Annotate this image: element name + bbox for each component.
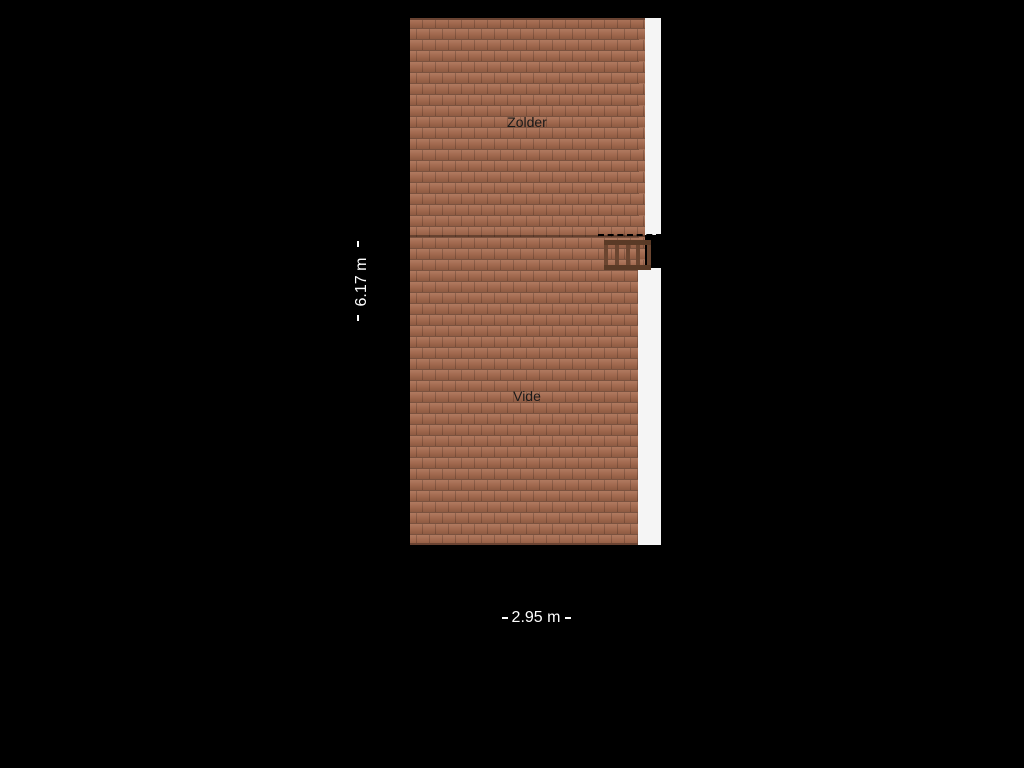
dimension-height-tick [357,315,359,321]
dimension-height-label: 6.17 m [353,258,371,307]
dimension-height-tick [357,241,359,247]
room-label-zolder: Zolder [507,114,547,130]
ladder-icon [604,240,651,270]
floorplan-canvas: Zolder Vide 6.17 m 2.95 m [0,0,1024,768]
roof-area [410,18,645,545]
white-strip-upper [645,18,661,235]
dimension-width-label: 2.95 m [512,609,561,627]
dimension-width-tick [502,617,508,619]
room-label-vide: Vide [513,388,541,404]
white-strip-lower [638,268,661,545]
dashed-opening-line [598,234,662,236]
roof-tiles [410,18,645,545]
dimension-width-tick [565,617,571,619]
